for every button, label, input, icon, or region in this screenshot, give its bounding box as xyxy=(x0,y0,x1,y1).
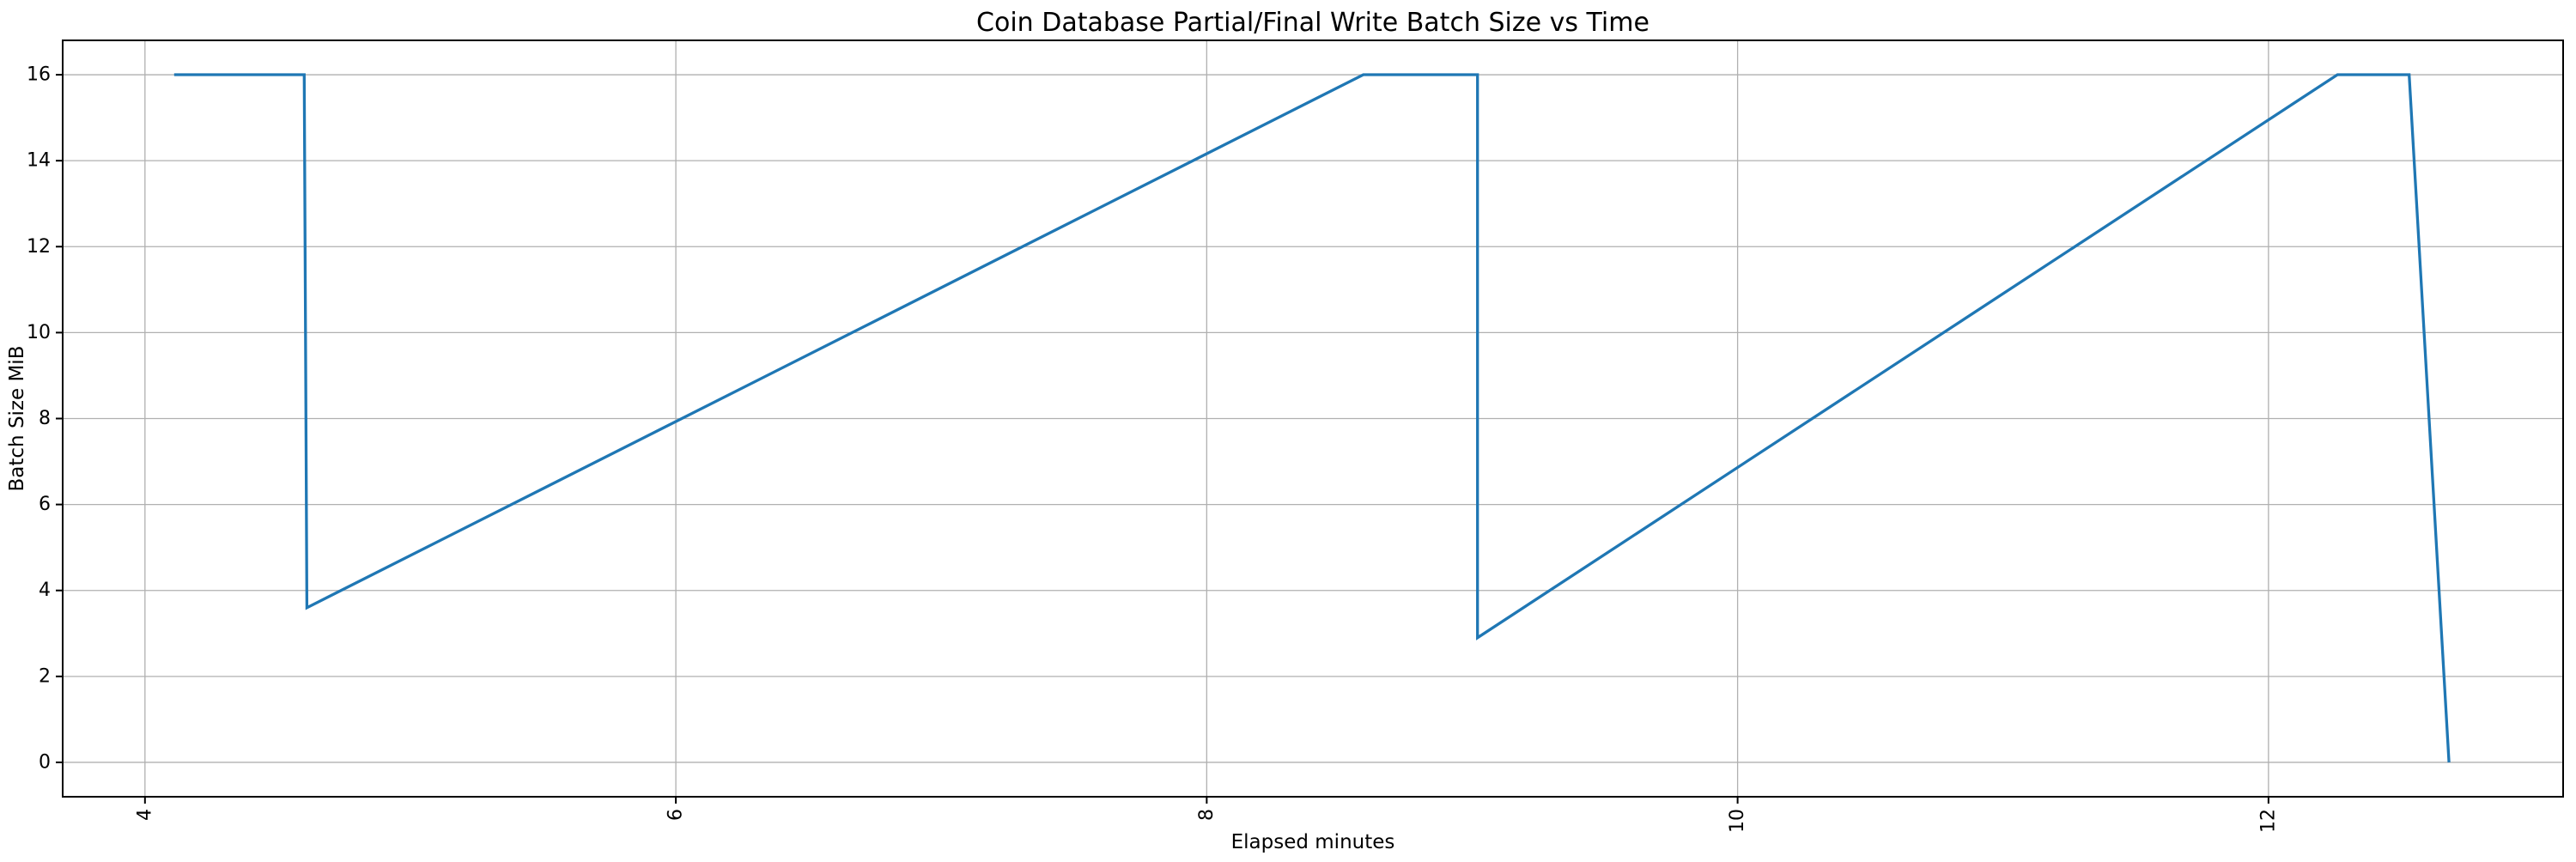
y-tick-label: 14 xyxy=(27,150,51,172)
y-tick-label: 6 xyxy=(39,494,51,515)
x-tick-label: 6 xyxy=(665,809,687,821)
x-tick-labels: 4 6 8 10 12 xyxy=(134,809,2279,833)
y-tick-label: 0 xyxy=(39,751,51,773)
gridlines xyxy=(63,40,2563,797)
tick-marks xyxy=(56,74,2269,804)
y-axis-label: Batch Size MiB xyxy=(6,346,28,492)
y-tick-labels: 0 2 4 6 8 10 12 14 16 xyxy=(27,64,51,774)
x-tick-label: 10 xyxy=(1727,809,1748,833)
y-tick-label: 4 xyxy=(39,580,51,601)
x-tick-label: 12 xyxy=(2257,809,2279,833)
x-tick-label: 8 xyxy=(1196,809,1218,821)
series-lines xyxy=(173,73,2451,763)
series-line-batch-size xyxy=(173,73,2451,763)
y-tick-label: 8 xyxy=(39,408,51,429)
y-tick-label: 10 xyxy=(27,322,51,343)
chart-title: Coin Database Partial/Final Write Batch … xyxy=(976,8,1649,38)
y-tick-label: 12 xyxy=(27,236,51,258)
x-tick-label: 4 xyxy=(134,809,155,821)
y-tick-label: 16 xyxy=(27,64,51,86)
y-tick-label: 2 xyxy=(39,665,51,687)
x-axis-label: Elapsed minutes xyxy=(1231,831,1395,853)
